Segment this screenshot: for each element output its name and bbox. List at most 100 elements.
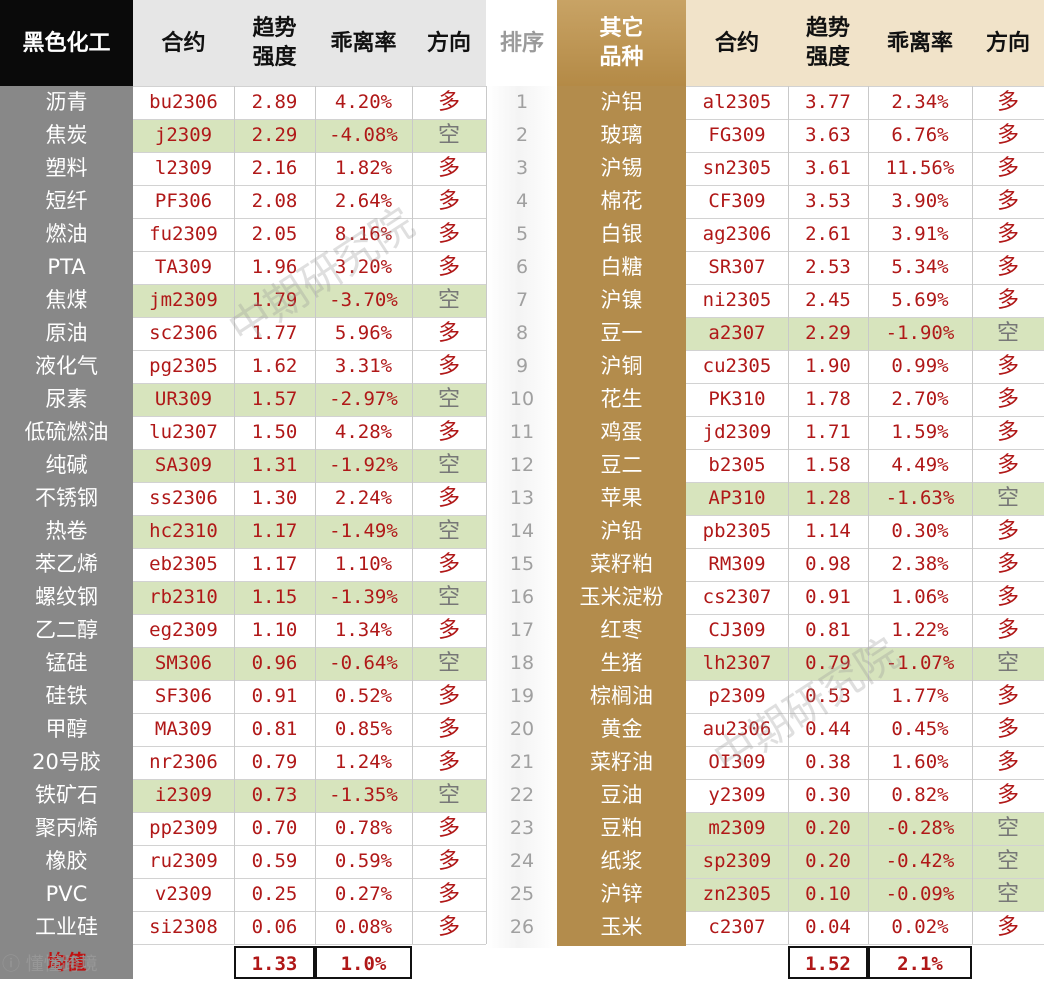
rank-value: 14 (509, 520, 535, 542)
left-row-deviation: 1.82% (334, 157, 393, 179)
right-row-contract: ag2306 (702, 223, 772, 245)
left-row-direction: 多 (437, 189, 460, 214)
grid-line (686, 284, 1044, 285)
right-row-direction: 多 (996, 123, 1019, 148)
left-row-contract: v2309 (154, 883, 213, 905)
left-row-contract: j2309 (133, 119, 234, 152)
right-row-contract: sn2305 (702, 157, 772, 179)
left-row-name: 铁矿石 (0, 779, 133, 812)
right-row-name: 沪铅 (557, 515, 686, 548)
right-row-name: 红枣 (557, 614, 686, 647)
right-row-contract: al2305 (702, 91, 772, 113)
right-row-name: 豆油 (557, 779, 686, 812)
right-row-trend: 1.14 (805, 520, 851, 542)
right-row-deviation: 1.77% (891, 685, 949, 707)
left-row-trend: 1.15 (234, 581, 315, 614)
right-row-deviation: 0.45% (891, 718, 949, 740)
left-average-trend: 1.33 (234, 946, 315, 979)
right-row-name: 沪锡 (557, 152, 686, 185)
left-row-trend: 0.06 (251, 916, 298, 938)
left-row-deviation: 1.34% (334, 619, 393, 641)
right-row-direction: 多 (996, 552, 1019, 577)
left-row-direction: 空 (412, 779, 486, 812)
left-row-name: PTA (0, 251, 133, 284)
grid-line (133, 581, 486, 582)
grid-line (133, 845, 486, 846)
left-row-trend: 1.50 (251, 421, 298, 443)
right-row-deviation: 1.59% (891, 421, 949, 443)
right-row-trend: 2.45 (805, 289, 851, 311)
rank-value: 10 (509, 388, 535, 410)
grid-line (133, 416, 486, 417)
left-row-contract: sc2306 (149, 322, 218, 344)
left-row-trend: 0.96 (234, 647, 315, 680)
right-row-deviation: 5.34% (891, 256, 949, 278)
left-row-contract: ru2309 (149, 850, 218, 872)
left-row-name: 低硫燃油 (0, 416, 133, 449)
left-row-contract: si2308 (149, 916, 218, 938)
left-row-name: 热卷 (0, 515, 133, 548)
grid-line (686, 416, 1044, 417)
left-row-direction: 空 (412, 284, 486, 317)
right-row-trend: 0.04 (805, 916, 851, 938)
left-row-name: 苯乙烯 (0, 548, 133, 581)
left-row-direction: 多 (437, 156, 460, 181)
right-row-deviation: 1.06% (891, 586, 949, 608)
header-left-contract: 合约 (133, 0, 234, 86)
right-row-deviation: 1.60% (891, 751, 949, 773)
grid-line (133, 812, 486, 813)
right-row-deviation: 0.99% (891, 355, 949, 377)
rank-value: 7 (515, 289, 529, 311)
left-row-name: 焦煤 (0, 284, 133, 317)
right-row-contract: m2309 (686, 812, 788, 845)
right-row-direction: 多 (996, 255, 1019, 280)
right-row-direction: 多 (996, 189, 1019, 214)
left-row-contract: pp2309 (149, 817, 218, 839)
grid-line (686, 251, 1044, 252)
grid-line (686, 548, 1044, 549)
grid-line (133, 449, 486, 450)
left-row-deviation: 0.52% (334, 685, 393, 707)
right-row-name: 棉花 (557, 185, 686, 218)
grid-line (686, 383, 1044, 384)
left-row-direction: 多 (437, 684, 460, 709)
right-row-contract: AP310 (686, 482, 788, 515)
left-row-deviation: 0.08% (334, 916, 393, 938)
right-row-name: 豆一 (557, 317, 686, 350)
left-row-contract: l2309 (154, 157, 213, 179)
right-row-trend: 3.53 (805, 190, 851, 212)
right-row-name: 白银 (557, 218, 686, 251)
right-row-trend: 2.53 (805, 256, 851, 278)
right-row-deviation: 6.76% (891, 124, 949, 146)
grid-line (133, 218, 486, 219)
left-row-trend: 2.08 (251, 190, 298, 212)
right-row-direction: 空 (972, 317, 1044, 350)
left-row-trend: 1.79 (234, 284, 315, 317)
left-row-direction: 多 (437, 717, 460, 742)
left-row-deviation: -2.97% (315, 383, 412, 416)
right-row-contract: cu2305 (702, 355, 772, 377)
left-row-trend: 2.29 (234, 119, 315, 152)
rank-value: 8 (515, 322, 529, 344)
grid-line (686, 812, 1044, 813)
grid-line (133, 746, 486, 747)
grid-line (133, 779, 486, 780)
right-row-direction: 多 (996, 90, 1019, 115)
left-row-trend: 0.79 (251, 751, 298, 773)
grid-line (788, 86, 789, 944)
grid-line (686, 86, 1044, 87)
left-row-trend: 0.70 (251, 817, 298, 839)
left-row-name: 硅铁 (0, 680, 133, 713)
rank-value: 26 (509, 916, 535, 938)
grid-line (133, 647, 486, 648)
rank-value: 3 (515, 157, 529, 179)
right-row-deviation: 2.70% (891, 388, 949, 410)
right-average-trend: 1.52 (788, 946, 868, 979)
left-row-name: 不锈钢 (0, 482, 133, 515)
rank-value: 15 (509, 553, 535, 575)
right-row-name: 沪铝 (557, 86, 686, 119)
right-row-contract: jd2309 (702, 421, 772, 443)
left-row-name: 聚丙烯 (0, 812, 133, 845)
left-row-direction: 多 (437, 222, 460, 247)
